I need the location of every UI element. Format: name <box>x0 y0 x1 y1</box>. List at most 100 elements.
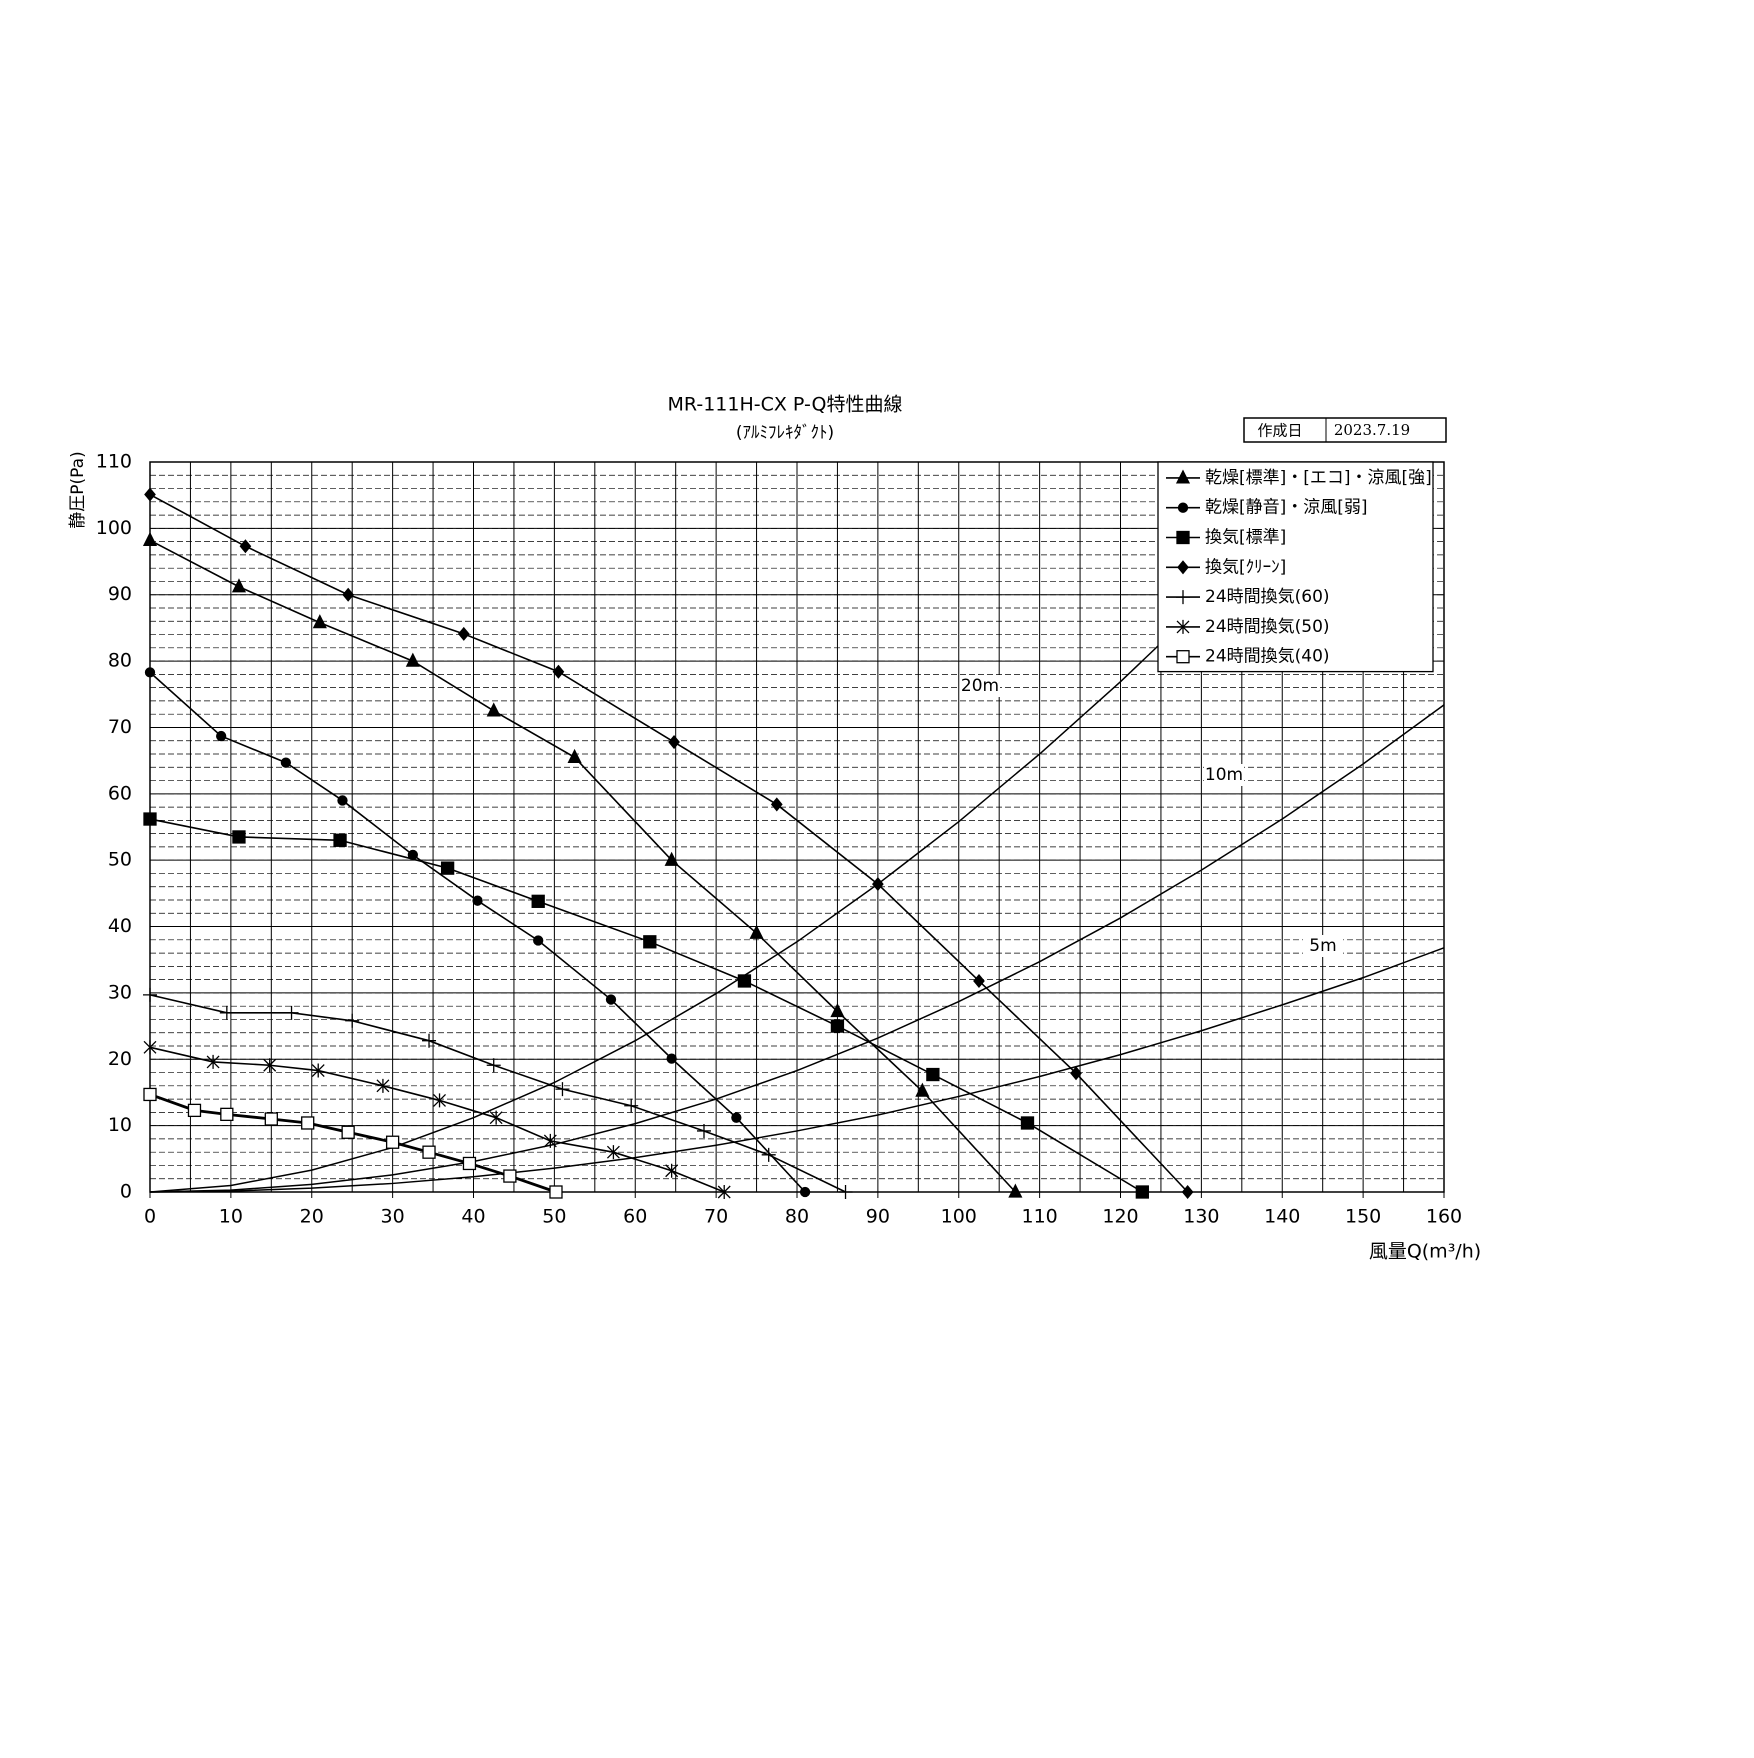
x-axis-label: 風量Q(m³/h) <box>1369 1241 1481 1263</box>
duct-label-bg <box>1204 764 1244 786</box>
x-tick-label: 50 <box>542 1206 566 1228</box>
x-tick-label: 30 <box>381 1206 405 1228</box>
marker <box>144 487 156 502</box>
marker <box>311 1063 325 1078</box>
duct-curve <box>149 947 1445 1193</box>
marker <box>555 1082 570 1097</box>
legend-label: 24時間換気(50) <box>1205 617 1330 637</box>
marker <box>143 812 157 826</box>
marker <box>219 1005 234 1020</box>
marker <box>503 1169 517 1183</box>
marker <box>206 1054 220 1069</box>
y-tick-label: 40 <box>108 915 132 937</box>
marker <box>1177 502 1189 513</box>
marker <box>737 974 752 988</box>
x-tick-label: 40 <box>461 1206 485 1228</box>
duct-curve <box>149 604 1202 1193</box>
marker <box>1181 1184 1194 1200</box>
marker <box>533 935 544 946</box>
legend-label: 換気[ｸﾘｰﾝ] <box>1205 557 1286 577</box>
marker <box>717 1185 731 1199</box>
marker <box>263 1058 277 1073</box>
x-tick-label: 150 <box>1345 1206 1381 1228</box>
legend-label: 乾燥[標準]・[エコ]・涼風[強] <box>1205 468 1432 488</box>
duct-label: 20m <box>961 676 999 696</box>
marker <box>422 1145 436 1159</box>
marker <box>489 1110 503 1125</box>
y-axis-label: 静圧P(Pa) <box>68 451 88 528</box>
marker <box>973 973 985 988</box>
y-tick-label: 10 <box>108 1114 132 1136</box>
x-tick-label: 0 <box>144 1206 156 1228</box>
y-tick-label: 110 <box>96 451 132 473</box>
marker <box>1175 469 1191 484</box>
chart-subtitle: (ｱﾙﾐﾌﾚｷﾀﾞｸﾄ) <box>736 423 834 443</box>
y-tick-label: 80 <box>108 650 132 672</box>
duct-label: 5m <box>1309 936 1336 956</box>
marker <box>1008 1183 1023 1198</box>
x-tick-label: 110 <box>1021 1206 1057 1228</box>
marker <box>749 924 764 939</box>
y-tick-label: 100 <box>96 517 132 539</box>
marker <box>345 1013 360 1028</box>
y-tick-label: 90 <box>108 583 132 605</box>
duct-label: 10m <box>1205 765 1243 785</box>
marker <box>624 1098 639 1113</box>
marker <box>664 851 679 866</box>
marker <box>665 1163 679 1178</box>
marker <box>696 1123 711 1138</box>
marker <box>231 578 247 593</box>
marker <box>216 730 227 742</box>
duct-label-bg <box>960 675 1000 697</box>
legend-box <box>1157 461 1434 673</box>
marker <box>405 652 420 667</box>
marker <box>606 1145 620 1160</box>
marker <box>731 1112 742 1123</box>
marker <box>543 1133 557 1148</box>
marker <box>433 1093 446 1108</box>
x-tick-label: 100 <box>941 1206 977 1228</box>
x-tick-label: 140 <box>1264 1206 1300 1228</box>
marker <box>830 1019 845 1033</box>
marker <box>264 1112 278 1126</box>
x-tick-label: 160 <box>1426 1206 1462 1228</box>
marker <box>668 735 680 750</box>
marker <box>333 833 347 847</box>
marker <box>422 1033 437 1048</box>
marker <box>457 626 470 641</box>
marker <box>462 1156 477 1171</box>
x-tick-label: 80 <box>785 1206 809 1228</box>
x-tick-label: 120 <box>1102 1206 1138 1228</box>
legend-label: 換気[標準] <box>1205 528 1286 548</box>
marker <box>567 748 582 763</box>
marker <box>531 894 545 908</box>
marker <box>472 895 483 906</box>
marker <box>284 1005 299 1020</box>
x-tick-label: 20 <box>300 1206 324 1228</box>
y-tick-label: 60 <box>108 782 132 804</box>
marker <box>549 1185 563 1199</box>
marker <box>143 1087 157 1102</box>
x-tick-label: 90 <box>866 1206 890 1228</box>
y-tick-label: 20 <box>108 1048 132 1070</box>
marker <box>187 1103 202 1118</box>
legend-label: 24時間換気(40) <box>1205 647 1330 667</box>
legend-label: 24時間換気(60) <box>1205 587 1330 607</box>
marker <box>143 1040 157 1055</box>
marker <box>220 1107 234 1122</box>
marker <box>144 667 156 678</box>
date-label: 作成日 <box>1257 422 1302 440</box>
chart-title: MR-111H-CX P-Q特性曲線 <box>668 394 903 416</box>
marker <box>1135 1185 1149 1199</box>
date: 2023.7.19 <box>1334 421 1410 439</box>
marker <box>486 702 501 717</box>
marker <box>605 994 617 1005</box>
duct-curve <box>149 704 1445 1193</box>
marker <box>1070 1066 1082 1081</box>
legend-label: 乾燥[静音]・涼風[弱] <box>1205 498 1368 518</box>
y-tick-label: 70 <box>108 716 132 738</box>
marker <box>799 1186 811 1198</box>
marker <box>440 861 455 875</box>
marker <box>770 797 783 812</box>
